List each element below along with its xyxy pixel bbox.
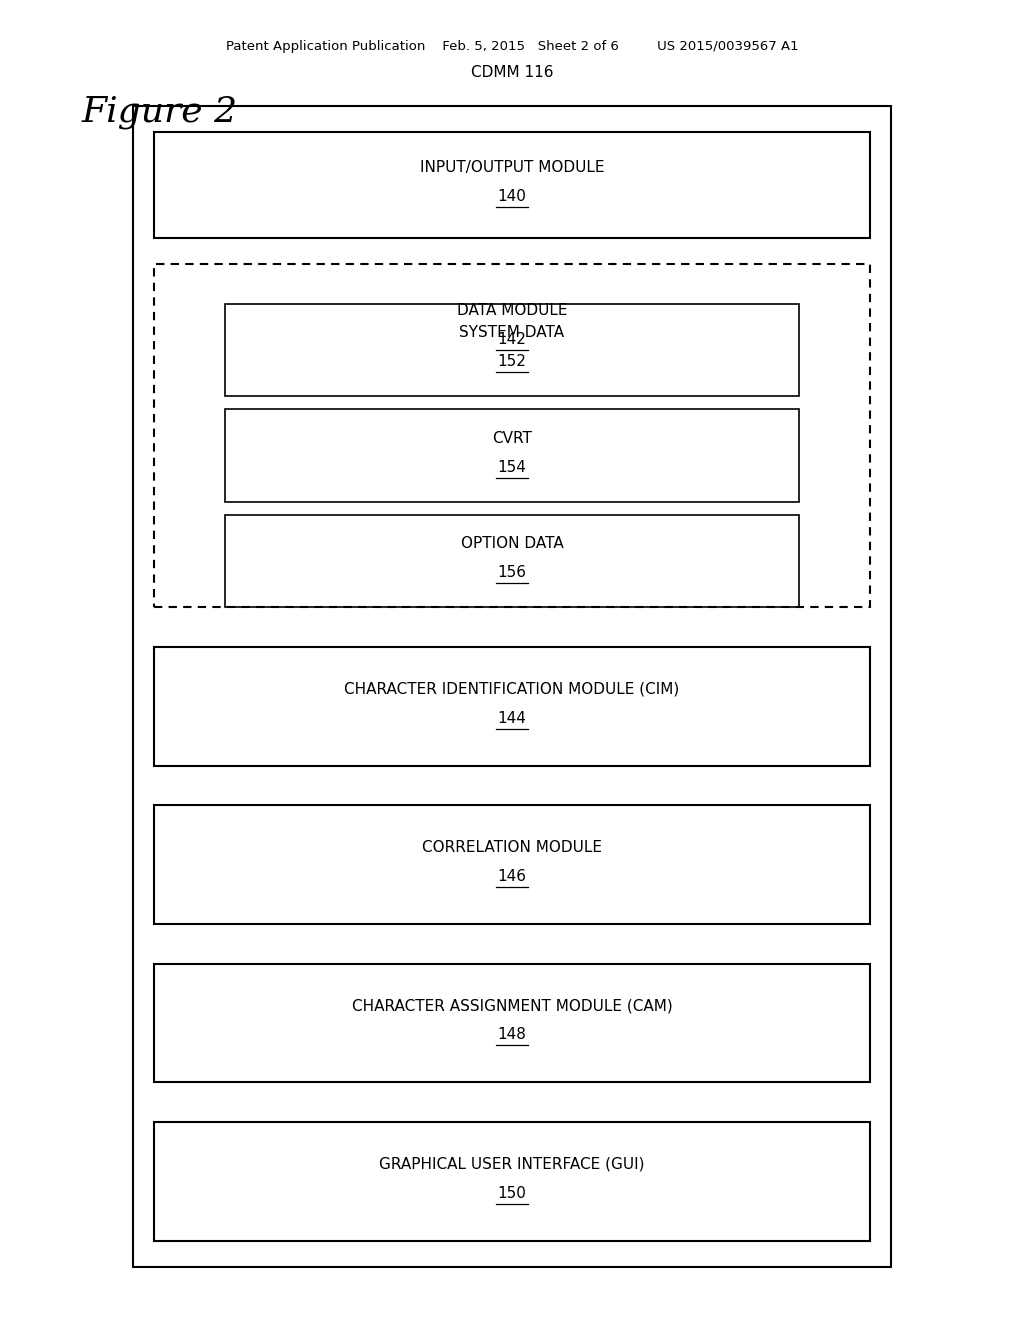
Text: 154: 154	[498, 459, 526, 475]
Bar	[154, 1122, 870, 1241]
Bar	[154, 132, 870, 238]
Bar	[154, 264, 870, 607]
Text: 142: 142	[498, 331, 526, 347]
Text: 152: 152	[498, 354, 526, 370]
Text: CORRELATION MODULE: CORRELATION MODULE	[422, 840, 602, 855]
Text: 146: 146	[498, 869, 526, 884]
Text: 148: 148	[498, 1027, 526, 1043]
Text: 140: 140	[498, 189, 526, 205]
Text: 156: 156	[498, 565, 526, 581]
Text: CVRT: CVRT	[493, 430, 531, 446]
Bar	[154, 805, 870, 924]
Text: CHARACTER IDENTIFICATION MODULE (CIM): CHARACTER IDENTIFICATION MODULE (CIM)	[344, 681, 680, 697]
Bar	[225, 409, 799, 502]
Bar	[225, 304, 799, 396]
Text: OPTION DATA: OPTION DATA	[461, 536, 563, 552]
Text: 150: 150	[498, 1185, 526, 1201]
Text: INPUT/OUTPUT MODULE: INPUT/OUTPUT MODULE	[420, 160, 604, 176]
Bar	[133, 106, 891, 1267]
Text: Figure 2: Figure 2	[82, 95, 238, 129]
Bar	[225, 515, 799, 607]
Text: CHARACTER ASSIGNMENT MODULE (CAM): CHARACTER ASSIGNMENT MODULE (CAM)	[351, 998, 673, 1014]
Text: CDMM 116: CDMM 116	[471, 65, 553, 81]
Text: 144: 144	[498, 710, 526, 726]
Bar	[154, 647, 870, 766]
Text: DATA MODULE: DATA MODULE	[457, 302, 567, 318]
Text: Patent Application Publication    Feb. 5, 2015   Sheet 2 of 6         US 2015/00: Patent Application Publication Feb. 5, 2…	[225, 40, 799, 53]
Text: GRAPHICAL USER INTERFACE (GUI): GRAPHICAL USER INTERFACE (GUI)	[379, 1156, 645, 1172]
Text: SYSTEM DATA: SYSTEM DATA	[460, 325, 564, 341]
Bar	[154, 964, 870, 1082]
